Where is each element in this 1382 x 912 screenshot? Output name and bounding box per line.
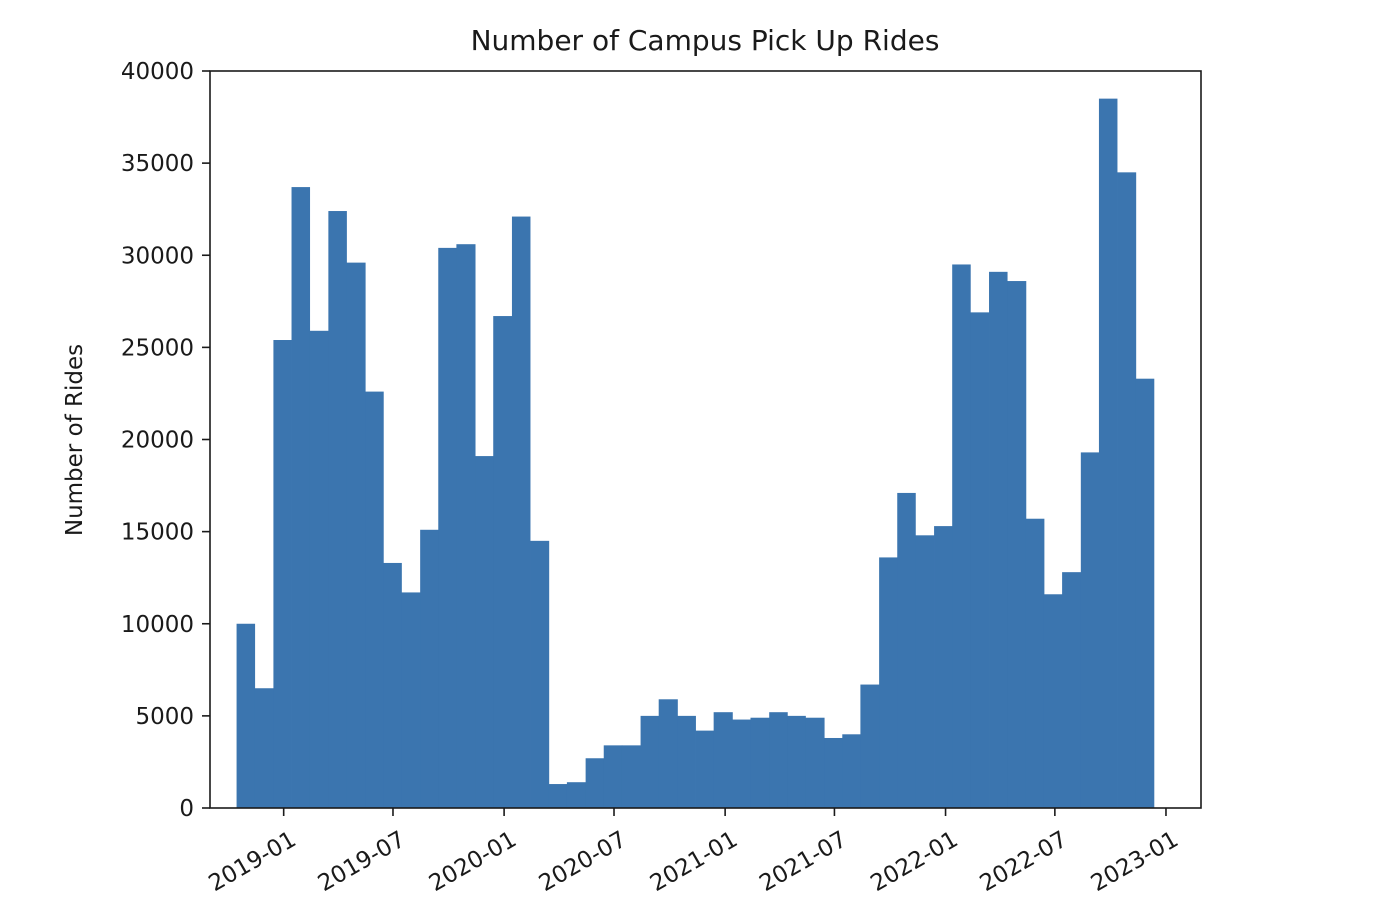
bar [1043,594,1063,808]
bar [640,715,660,808]
bar [493,316,513,808]
x-tick-label: 2021-07 [755,827,851,898]
y-tick-label: 10000 [121,612,194,638]
bar [915,535,935,808]
bar [585,758,605,808]
bar [897,492,916,808]
y-axis-label: Number of Rides [62,344,88,536]
y-tick-label: 5000 [135,704,194,730]
x-tick-label: 2023-01 [1087,827,1183,898]
bar [1080,452,1100,808]
bar [456,244,476,808]
bar [989,271,1008,808]
bar [713,712,733,808]
bar [879,557,898,808]
bar [365,391,384,808]
bar [1062,572,1082,808]
bar [309,330,329,808]
x-tick-label: 2020-07 [535,827,631,898]
bar [420,529,439,808]
y-tick-label: 15000 [121,520,194,546]
bar [1135,378,1155,808]
y-tick-label: 20000 [121,428,194,454]
y-tick-label: 40000 [121,59,194,85]
bar [328,211,347,808]
bar [401,592,421,808]
bar [254,688,274,808]
bar [842,734,861,808]
x-tick-label: 2022-07 [976,827,1072,898]
bar [566,782,587,808]
bar [750,717,770,808]
bar [511,216,531,808]
bar [438,247,457,808]
y-axis-ticks: 0 5000 10000 15000 20000 25000 30000 35000 40000 [121,59,210,822]
bar [860,684,880,808]
x-tick-label: 2019-01 [204,827,300,898]
bar [548,784,568,808]
bar [658,699,678,808]
x-tick-label: 2020-01 [425,827,521,898]
bar [732,719,751,808]
x-tick-label: 2019-07 [314,827,410,898]
bar [236,623,256,808]
bar [695,730,715,808]
bar [952,264,971,808]
x-tick-label: 2021-01 [646,827,742,898]
bar [621,745,641,808]
x-axis-ticks: 2019-01 2019-07 2020-01 2020-07 2021-01 2021-… [204,808,1183,897]
bar [805,717,825,808]
bar [383,562,402,808]
bar [1117,172,1137,808]
bar [934,526,953,808]
bars-layer [236,98,1155,808]
bar [273,340,292,808]
bar [603,745,623,808]
bar [970,312,990,808]
y-tick-label: 0 [179,796,194,822]
bar [475,456,494,808]
bar [787,715,806,808]
bar [530,540,550,808]
bar [769,712,788,808]
plot-area-frame [209,70,1202,809]
bar [346,262,366,808]
y-tick-label: 25000 [121,335,194,361]
bar [677,715,696,808]
bar [1098,98,1118,808]
bar [1025,518,1045,808]
y-tick-label: 35000 [121,151,194,177]
x-tick-label: 2022-01 [866,827,962,898]
bar [1007,281,1027,808]
y-tick-label: 30000 [121,243,194,269]
bar [824,737,843,808]
bar [291,187,311,808]
chart-title: Number of Campus Pick Up Rides [471,24,940,57]
